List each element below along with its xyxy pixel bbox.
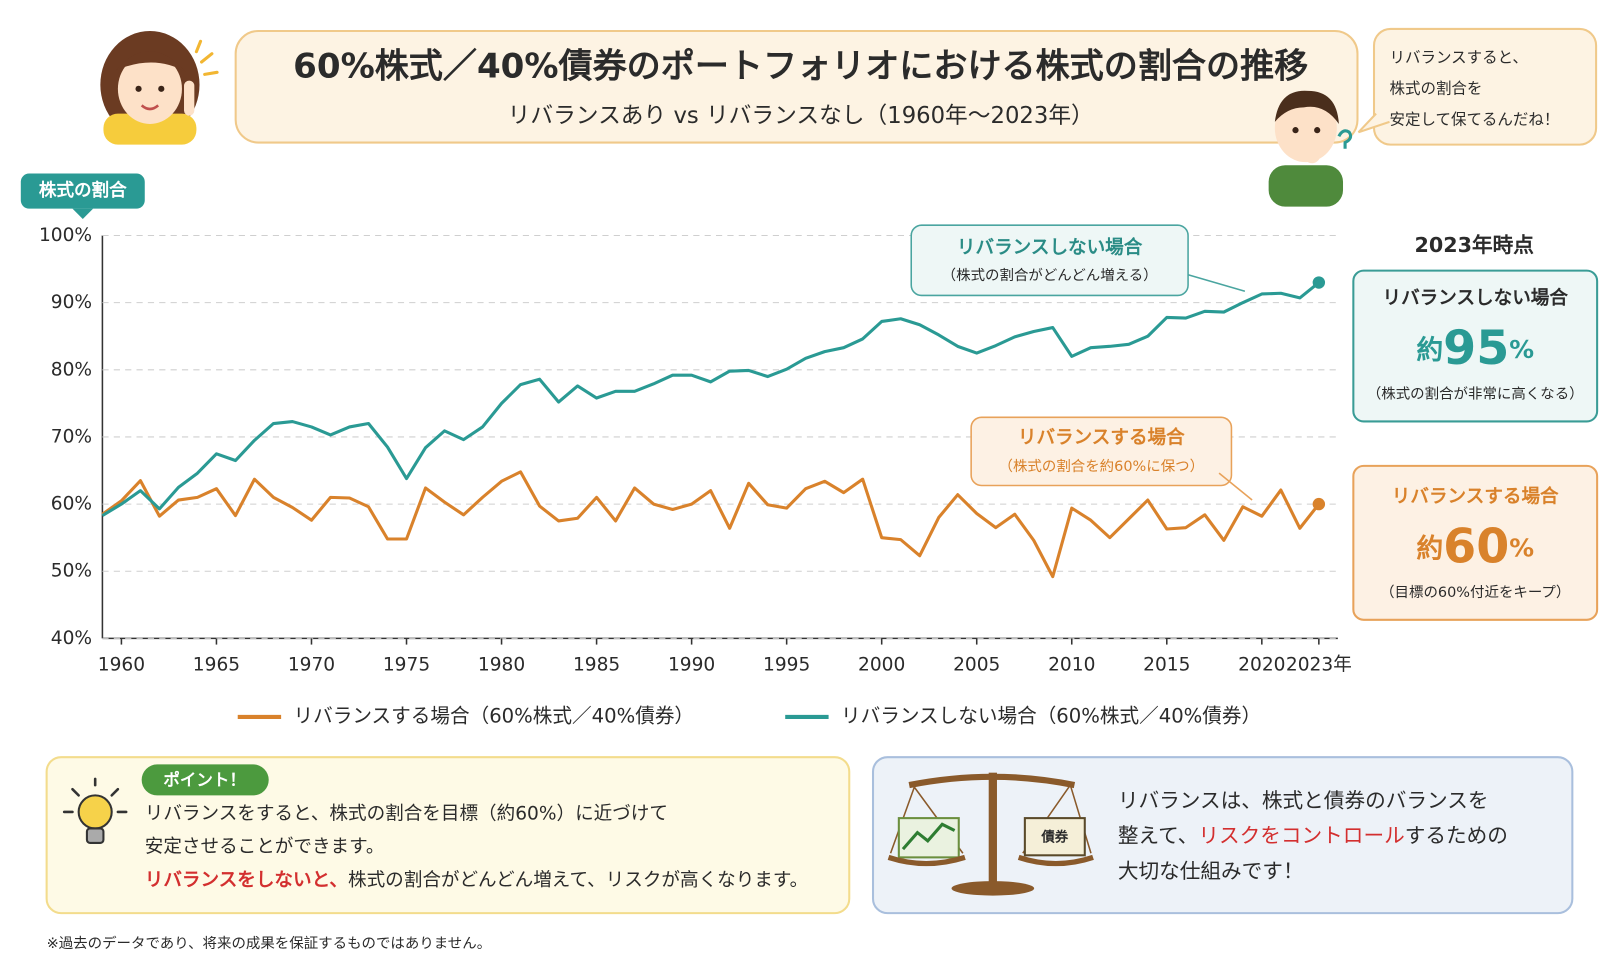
x-tick-label: 2005 xyxy=(953,655,1000,676)
summary-value: 約95% xyxy=(1416,321,1534,376)
summary-value: 約60% xyxy=(1416,520,1534,575)
bulb-icon xyxy=(62,777,128,844)
end-point xyxy=(1312,276,1326,289)
point-text-rest: 株式の割合がどんどん増えて、リスクが高くなります。 xyxy=(348,870,808,891)
y-tick-label: 60% xyxy=(51,494,92,515)
summary-prefix: 約 xyxy=(1416,334,1443,366)
x-tick-label: 2000 xyxy=(858,655,905,676)
x-tick-label: 2020 xyxy=(1238,655,1285,676)
x-tick-label: 1980 xyxy=(478,655,525,676)
chart-layer: 40% 50% 60% 70% 80% 90% 100% 1960 1965 1970 1975 19… xyxy=(39,225,1352,727)
summary-unit: % xyxy=(1509,335,1534,364)
note-text-end: するための xyxy=(1405,824,1508,848)
y-label-badge xyxy=(20,173,145,209)
title-box xyxy=(234,29,1359,144)
note-emphasis: リスクをコントロール xyxy=(1198,824,1404,848)
y-tick-label: 100% xyxy=(39,225,92,246)
title: 60%株式／40%債券のポートフォリオにおける株式の割合の推移 xyxy=(293,47,1308,87)
y-tick-label: 40% xyxy=(51,628,92,649)
y-tick-label: 90% xyxy=(51,292,92,313)
annotation-pointer xyxy=(1218,472,1253,501)
legend-label: リバランスしない場合（60%株式／40%債券） xyxy=(841,704,1261,727)
summary-number: 95 xyxy=(1443,321,1509,376)
y-tick-label: 50% xyxy=(51,561,92,582)
annotation-box xyxy=(970,416,1233,487)
x-tick-label: 1970 xyxy=(288,655,335,676)
boy-illustration xyxy=(1268,90,1353,207)
end-point xyxy=(1312,497,1326,511)
point-badge xyxy=(141,764,269,796)
x-tick-label: 2015 xyxy=(1143,655,1190,676)
summary-box xyxy=(1352,464,1599,621)
girl-illustration xyxy=(100,30,219,145)
x-tick-label: 2010 xyxy=(1048,655,1095,676)
annotation-title: リバランスする場合 xyxy=(1018,426,1185,448)
x-tick-label: 1965 xyxy=(193,655,240,676)
summary-unit: % xyxy=(1509,534,1534,563)
summary-heading: リバランスする場合 xyxy=(1392,485,1559,507)
speech-line: 株式の割合を xyxy=(1390,79,1483,97)
y-tick-label: 70% xyxy=(51,426,92,447)
note-text: 整えて、リスクをコントロールするための xyxy=(1118,824,1508,848)
subtitle: リバランスあり vs リバランスなし（1960年～2023年） xyxy=(508,103,1094,129)
x-tick-label: 1975 xyxy=(383,655,430,676)
y-label-pointer xyxy=(72,208,94,219)
series-line xyxy=(101,281,1320,517)
point-emphasis: リバランスをしないと、 xyxy=(145,870,348,891)
note-text: 大切な仕組みです！ xyxy=(1118,859,1304,883)
speech-line: 安定して保てるんだね！ xyxy=(1390,110,1560,128)
annotation-note: （株式の割合がどんどん増える） xyxy=(942,267,1158,284)
point-text: リバランスをすると、株式の割合を目標（約60%）に近づけて xyxy=(145,803,668,824)
summary-title: 2023年時点 xyxy=(1415,233,1535,257)
x-tick-label: 1985 xyxy=(573,655,620,676)
x-tick-label: 1960 xyxy=(98,655,145,676)
summary-number: 60 xyxy=(1443,520,1509,575)
point-badge-text: ポイント！ xyxy=(163,769,246,789)
summary-prefix: 約 xyxy=(1416,532,1443,564)
scale-icon xyxy=(887,772,1094,896)
summary-note: （株式の割合が非常に高くなる） xyxy=(1367,386,1584,403)
series-line xyxy=(101,470,1321,579)
note-box xyxy=(871,756,1574,915)
summary-heading: リバランスしない場合 xyxy=(1383,287,1569,309)
annotation-box xyxy=(910,224,1189,297)
x-tick-label: 2023年 xyxy=(1286,655,1352,676)
note-text: リバランスは、株式と債券のバランスを xyxy=(1118,789,1489,813)
note-text-start: 整えて、 xyxy=(1118,824,1199,848)
y-tick-label: 80% xyxy=(51,359,92,380)
card-label: 債券 xyxy=(1040,829,1068,846)
speech-line: リバランスすると、 xyxy=(1390,48,1528,66)
y-axis-label: 株式の割合 xyxy=(39,180,127,201)
speech-bubble xyxy=(1357,27,1598,146)
legend-label: リバランスする場合（60%株式／40%債券） xyxy=(294,704,695,727)
summary-box xyxy=(1352,269,1599,423)
summary-note: （目標の60%付近をキープ） xyxy=(1380,584,1570,601)
annotation-note: （株式の割合を約60%に保つ） xyxy=(999,458,1205,475)
x-tick-label: 1990 xyxy=(668,655,715,676)
point-text: リバランスをしないと、株式の割合がどんどん増えて、リスクが高くなります。 xyxy=(145,870,808,891)
point-box xyxy=(45,756,851,915)
point-text: 安定させることができます。 xyxy=(145,837,385,858)
footnote: ※過去のデータであり、将来の成果を保証するものではありません。 xyxy=(47,934,492,952)
x-tick-label: 1995 xyxy=(763,655,810,676)
annotation-title: リバランスしない場合 xyxy=(957,236,1143,258)
annotation-pointer xyxy=(1187,274,1246,293)
